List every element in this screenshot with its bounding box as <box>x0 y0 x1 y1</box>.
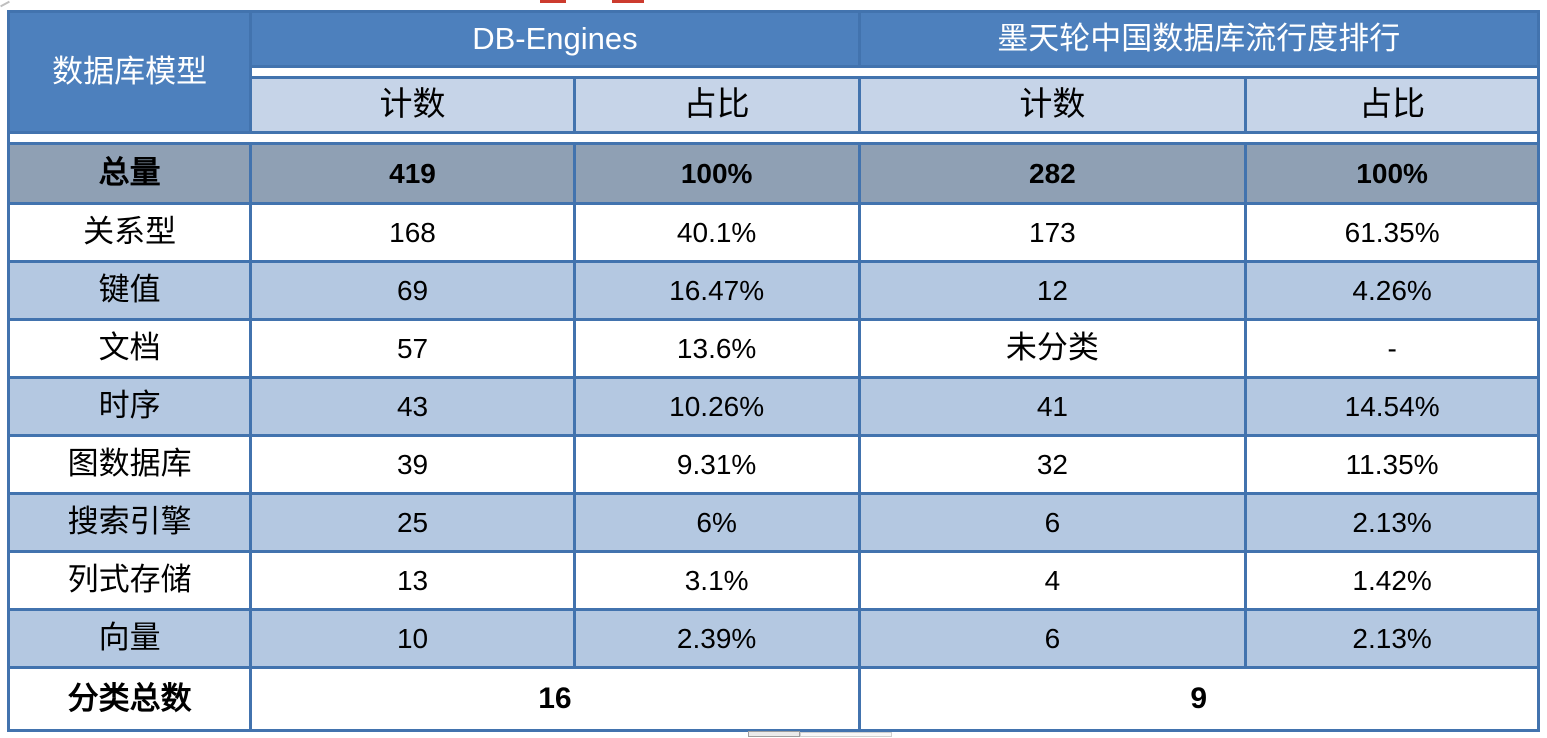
row-mt-count: 6 <box>860 611 1245 666</box>
row-db-share: 9.31% <box>575 437 858 492</box>
row-db-share: 3.1% <box>575 553 858 608</box>
bottom-gray-artifact <box>748 731 800 737</box>
top-left-gray-artifact <box>0 0 10 8</box>
group-header-motianlun: 墨天轮中国数据库流行度排行 <box>860 13 1537 65</box>
body-spacer <box>10 134 1537 142</box>
row-label: 列式存储 <box>10 553 250 608</box>
subheader-db-count: 计数 <box>252 79 573 131</box>
header-spacer <box>252 68 1537 76</box>
row-db-share: 10.26% <box>575 379 858 434</box>
row-mt-count: 4 <box>860 553 1245 608</box>
subheader-mt-share: 占比 <box>1247 79 1537 131</box>
row-db-count: 57 <box>252 321 573 376</box>
row-mt-share: 2.13% <box>1247 495 1537 550</box>
row-label: 时序 <box>10 379 250 434</box>
database-comparison-table: 数据库模型 DB-Engines 墨天轮中国数据库流行度排行 计数 占比 计数 … <box>7 10 1540 732</box>
subheader-mt-count: 计数 <box>860 79 1245 131</box>
corner-header-database-model: 数据库模型 <box>10 13 250 131</box>
total-mt-count: 282 <box>860 145 1245 202</box>
row-db-count: 168 <box>252 205 573 260</box>
row-db-count: 25 <box>252 495 573 550</box>
total-db-count: 419 <box>252 145 573 202</box>
row-mt-share: 2.13% <box>1247 611 1537 666</box>
row-mt-count: 12 <box>860 263 1245 318</box>
row-mt-share: - <box>1247 321 1537 376</box>
summary-db-categories: 16 <box>252 669 858 729</box>
summary-mt-categories: 9 <box>860 669 1537 729</box>
row-mt-share: 61.35% <box>1247 205 1537 260</box>
total-mt-share: 100% <box>1247 145 1537 202</box>
row-db-count: 39 <box>252 437 573 492</box>
row-mt-count: 173 <box>860 205 1245 260</box>
row-mt-share: 14.54% <box>1247 379 1537 434</box>
row-label: 图数据库 <box>10 437 250 492</box>
bottom-gray-artifact-light <box>800 732 892 737</box>
row-db-count: 43 <box>252 379 573 434</box>
row-mt-count: 32 <box>860 437 1245 492</box>
row-label: 搜索引擎 <box>10 495 250 550</box>
top-red-artifact-right <box>612 0 644 3</box>
row-label: 文档 <box>10 321 250 376</box>
row-mt-count: 41 <box>860 379 1245 434</box>
summary-row-label: 分类总数 <box>10 669 250 729</box>
group-header-db-engines: DB-Engines <box>252 13 858 65</box>
row-db-share: 2.39% <box>575 611 858 666</box>
row-label: 向量 <box>10 611 250 666</box>
row-mt-share: 11.35% <box>1247 437 1537 492</box>
row-db-count: 69 <box>252 263 573 318</box>
row-db-count: 13 <box>252 553 573 608</box>
subheader-db-share: 占比 <box>575 79 858 131</box>
row-db-share: 16.47% <box>575 263 858 318</box>
row-db-share: 13.6% <box>575 321 858 376</box>
row-mt-share: 4.26% <box>1247 263 1537 318</box>
row-db-share: 6% <box>575 495 858 550</box>
row-label: 键值 <box>10 263 250 318</box>
total-row-label: 总量 <box>10 145 250 202</box>
row-mt-count: 6 <box>860 495 1245 550</box>
row-db-share: 40.1% <box>575 205 858 260</box>
row-db-count: 10 <box>252 611 573 666</box>
total-db-share: 100% <box>575 145 858 202</box>
row-label: 关系型 <box>10 205 250 260</box>
top-red-artifact-left <box>540 0 566 3</box>
row-mt-count: 未分类 <box>860 321 1245 376</box>
row-mt-share: 1.42% <box>1247 553 1537 608</box>
